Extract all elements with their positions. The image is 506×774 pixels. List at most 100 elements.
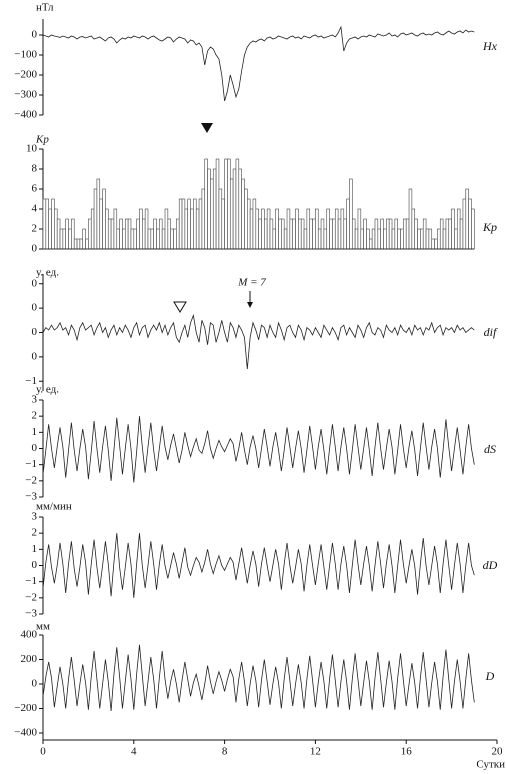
data-line	[42, 25, 475, 102]
bar	[93, 188, 98, 250]
bar	[468, 198, 472, 250]
series-name: dif	[484, 325, 498, 339]
bar	[456, 208, 461, 250]
bar	[340, 208, 345, 250]
bar	[388, 218, 393, 250]
bar	[170, 228, 174, 250]
bar	[332, 218, 336, 250]
x-tick-label: 4	[131, 746, 137, 758]
bar	[187, 198, 191, 250]
bar	[317, 228, 322, 250]
bar	[300, 218, 305, 250]
y-axis-label: нТл	[36, 2, 54, 14]
y-tick-label: −400	[14, 109, 37, 121]
bar	[176, 218, 180, 250]
bar	[207, 168, 211, 250]
bar	[380, 218, 384, 250]
y-tick-label: 8	[32, 163, 38, 175]
bar	[374, 218, 379, 250]
bar	[218, 188, 223, 250]
x-tick-label: 8	[222, 746, 228, 758]
storm-marker	[201, 123, 213, 133]
bar	[42, 198, 47, 250]
bar	[425, 228, 430, 250]
bar	[110, 218, 115, 250]
bar	[139, 208, 143, 250]
y-tick-label: −200	[14, 702, 37, 714]
bar	[315, 208, 319, 250]
bar	[221, 198, 225, 250]
bar	[178, 198, 183, 250]
bar	[116, 228, 120, 250]
bar	[204, 158, 208, 250]
y-tick-label: 2	[32, 527, 38, 539]
bar	[249, 208, 254, 250]
bar	[264, 218, 268, 250]
y-tick-label: 0	[32, 277, 38, 289]
bar	[400, 228, 404, 250]
bar	[156, 228, 160, 250]
y-axis-label: у. ед.	[36, 384, 59, 396]
bar	[281, 218, 285, 250]
bar	[298, 218, 302, 250]
bar	[397, 228, 401, 250]
bar	[434, 238, 438, 250]
x-tick-label: 12	[310, 746, 321, 758]
bar	[329, 218, 333, 250]
bar	[76, 238, 81, 250]
x-axis-label: Сутки	[476, 759, 505, 771]
bar	[107, 218, 112, 250]
bar	[105, 208, 109, 250]
bar	[167, 218, 171, 250]
bar	[96, 178, 101, 250]
y-tick-label: 0	[32, 678, 38, 690]
bar	[90, 208, 95, 250]
bar	[283, 228, 288, 250]
bar	[45, 198, 49, 250]
bar	[346, 198, 350, 250]
y-tick-label: −3	[25, 491, 37, 503]
bar	[465, 188, 469, 250]
bar	[417, 228, 421, 250]
series-name: D	[485, 669, 495, 683]
y-tick-label: −2	[25, 474, 37, 486]
y-tick-label: 2	[32, 223, 38, 235]
bar	[323, 228, 328, 250]
y-axis-label: у. ед.	[36, 267, 59, 279]
bar	[420, 228, 424, 250]
bar	[127, 218, 132, 250]
bar	[212, 168, 217, 250]
bar	[102, 188, 106, 250]
bar	[391, 228, 396, 250]
bar	[312, 218, 316, 250]
bar	[462, 198, 467, 250]
bar	[292, 218, 296, 250]
annotation: M = 7	[237, 277, 266, 289]
bar	[414, 218, 418, 250]
y-tick-label: 1	[32, 543, 38, 555]
bar	[448, 218, 452, 250]
bar	[431, 238, 435, 250]
bar	[51, 198, 55, 250]
y-tick-label: 10	[26, 143, 38, 155]
y-tick-label: −300	[14, 89, 37, 101]
bar	[99, 198, 103, 250]
bar	[224, 158, 228, 250]
y-tick-label: 400	[21, 629, 38, 641]
bar	[227, 158, 231, 250]
bar	[82, 228, 86, 250]
data-line	[42, 644, 475, 711]
y-tick-label: 200	[21, 653, 38, 665]
bar	[471, 208, 475, 250]
bar	[190, 208, 194, 250]
bar	[79, 238, 84, 250]
bar	[195, 208, 200, 250]
bar	[337, 218, 342, 250]
y-tick-label: −3	[25, 608, 37, 620]
bar	[369, 238, 373, 250]
bar	[122, 228, 126, 250]
bar	[451, 208, 455, 250]
y-tick-label: 0	[32, 442, 38, 454]
